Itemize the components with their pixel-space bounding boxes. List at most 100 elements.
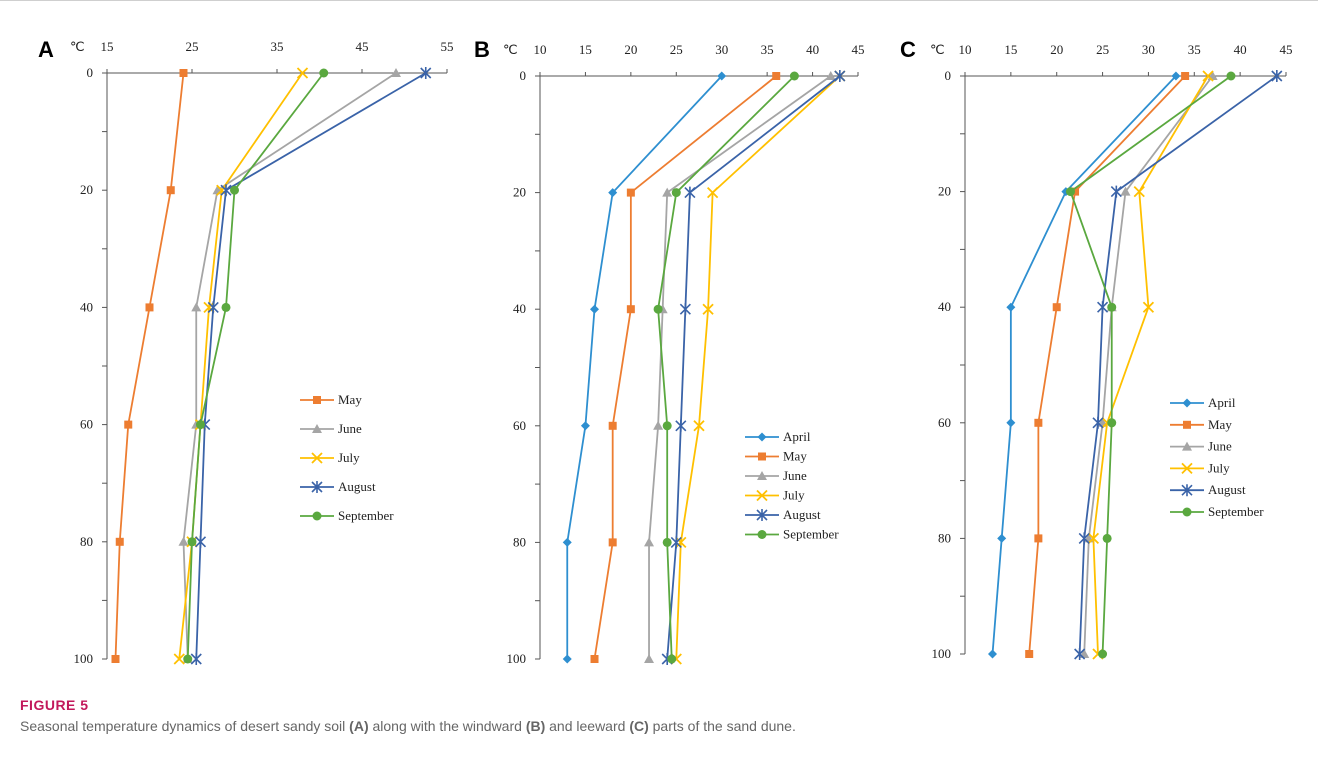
caption-segment: Seasonal temperature dynamics of desert …: [20, 718, 350, 734]
figure-frame: A ℃ 15 25 35 45 55 0 20 40 60 80 100 May June July Augus…: [0, 0, 1318, 666]
data-point: [1107, 302, 1117, 312]
data-point: [196, 420, 205, 430]
data-point: [644, 654, 655, 663]
series-line: [566, 75, 723, 659]
data-point: [183, 654, 193, 664]
y-tick-label: 60: [938, 415, 951, 430]
data-point: [1078, 532, 1090, 545]
x-unit-label: ℃: [930, 42, 945, 57]
series-line: [178, 72, 304, 660]
data-point: [221, 302, 231, 312]
y-tick-label: 0: [87, 65, 94, 80]
data-point: [1133, 185, 1145, 198]
series-september: [1065, 71, 1236, 659]
legend-label: May: [1208, 417, 1232, 432]
data-point: [562, 654, 572, 664]
data-point: [111, 655, 120, 663]
y-tick-label: 0: [945, 68, 952, 83]
caption-segment: (A): [349, 718, 369, 734]
caption-segment: (B): [525, 718, 546, 734]
x-tick-label: 35: [761, 42, 774, 57]
series-june: [644, 71, 836, 663]
legend-marker: [1182, 398, 1192, 408]
legend-label: September: [1208, 504, 1264, 519]
data-point: [644, 537, 655, 547]
x-tick-label: 40: [1234, 42, 1247, 57]
caption-segment: along with the windward: [368, 718, 526, 734]
data-point: [653, 304, 663, 314]
data-point: [173, 653, 185, 665]
legend-item-august: August: [300, 479, 376, 494]
data-point: [1226, 71, 1236, 81]
x-tick-label: 30: [715, 42, 728, 57]
series-september: [183, 68, 329, 664]
data-point: [1181, 72, 1190, 80]
data-point: [825, 71, 836, 80]
data-point: [834, 70, 846, 82]
legend-marker: [756, 509, 768, 521]
data-point: [1202, 70, 1214, 82]
y-tick-label: 40: [80, 299, 93, 314]
legend-marker: [1182, 441, 1192, 451]
data-point: [693, 420, 705, 432]
data-point: [590, 655, 599, 663]
legend-item-september: September: [1170, 504, 1264, 519]
data-point: [675, 536, 687, 549]
y-tick-label: 20: [513, 185, 526, 200]
data-point: [1120, 186, 1131, 196]
data-point: [124, 420, 133, 429]
legend-label: July: [783, 488, 805, 503]
data-point: [772, 72, 781, 80]
y-tick-label: 100: [507, 651, 527, 666]
series-line: [657, 75, 796, 660]
legend-marker: [757, 471, 767, 480]
legend-label: July: [1208, 460, 1230, 475]
series-line: [182, 72, 397, 660]
series-may: [111, 69, 188, 663]
series-may: [1025, 72, 1190, 658]
legend-item-may: May: [1170, 417, 1232, 432]
data-point: [1025, 650, 1034, 658]
data-point: [1171, 71, 1181, 81]
legend-item-september: September: [745, 527, 839, 542]
x-tick-label: 25: [1096, 42, 1109, 57]
data-point: [1098, 649, 1108, 659]
legend-marker: [1181, 462, 1193, 475]
data-point: [626, 305, 635, 314]
legend-item-september: September: [300, 508, 394, 523]
data-point: [608, 188, 618, 198]
x-tick-label: 35: [1188, 42, 1201, 57]
data-point: [420, 67, 432, 79]
data-point: [988, 649, 998, 659]
legend-marker: [311, 452, 323, 464]
legend-marker: [1182, 507, 1192, 517]
data-point: [115, 537, 124, 546]
figure-caption: Seasonal temperature dynamics of desert …: [20, 718, 796, 734]
panel-label: C: [900, 37, 916, 62]
series-april: [988, 71, 1181, 659]
series-july: [173, 67, 309, 665]
legend-marker: [312, 424, 322, 433]
legend-label: June: [338, 421, 362, 436]
panel-label: A: [38, 37, 54, 62]
data-point: [671, 188, 681, 198]
legend-item-july: July: [1170, 460, 1230, 475]
legend-item-may: May: [300, 392, 362, 407]
series-line: [666, 75, 841, 660]
legend-label: August: [338, 479, 376, 494]
series-august: [1074, 70, 1283, 660]
data-point: [1052, 303, 1061, 312]
figure-label: FIGURE 5: [20, 697, 89, 713]
legend-item-august: August: [1170, 482, 1246, 497]
y-tick-label: 40: [938, 299, 951, 314]
series-line: [186, 72, 325, 660]
series-line: [1078, 75, 1278, 655]
data-point: [590, 304, 600, 314]
legend-label: August: [1208, 482, 1246, 497]
series-line: [1069, 75, 1232, 655]
x-tick-label: 15: [1004, 42, 1017, 57]
legend-label: July: [338, 450, 360, 465]
legend-label: May: [783, 449, 807, 464]
data-point: [717, 71, 727, 81]
series-august: [661, 70, 846, 665]
